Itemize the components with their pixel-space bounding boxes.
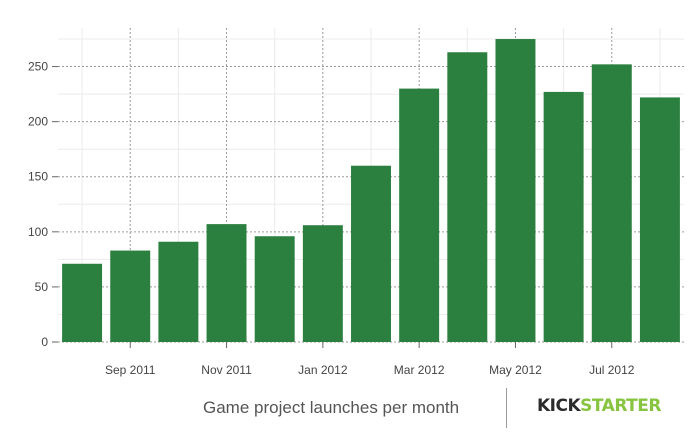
bar — [399, 88, 440, 342]
bar — [302, 225, 343, 342]
x-tick-label: Jul 2012 — [589, 363, 635, 377]
bar — [351, 165, 391, 342]
x-tick-label: Mar 2012 — [394, 363, 445, 377]
x-tick-label: Jan 2012 — [298, 363, 348, 377]
bar — [62, 263, 103, 342]
y-tick-label: 200 — [28, 115, 48, 129]
bars — [62, 39, 680, 343]
y-tick-label: 250 — [28, 60, 48, 74]
kickstarter-logo: KICKSTARTER — [537, 396, 661, 416]
logo-part-starter: STARTER — [580, 396, 661, 416]
bar — [447, 52, 488, 343]
footer-divider — [506, 388, 507, 428]
y-tick-label: 0 — [41, 335, 48, 349]
y-tick-label: 100 — [28, 225, 48, 239]
bar — [110, 250, 151, 342]
y-axis: 0 50 100 150 200 250 — [28, 60, 58, 349]
y-tick-label: 50 — [35, 280, 49, 294]
chart-footer: Game project launches per month KICKSTAR… — [0, 384, 700, 436]
bar — [158, 241, 199, 342]
bar — [495, 39, 536, 342]
logo-part-kick: KICK — [537, 396, 581, 416]
bar — [543, 91, 584, 342]
x-tick-label: Sep 2011 — [105, 363, 156, 377]
chart-caption: Game project launches per month — [203, 398, 460, 417]
bar-chart: 0 50 100 150 200 250 Sep 2011 Nov 2011 Jan 2012… — [28, 28, 684, 377]
x-tick-label: Nov 2011 — [201, 363, 252, 377]
bar — [254, 236, 295, 342]
x-axis: Sep 2011 Nov 2011 Jan 2012 Mar 2012 May 2012… — [105, 342, 635, 377]
bar — [591, 64, 632, 342]
x-tick-label: May 2012 — [489, 363, 542, 377]
bar — [639, 97, 680, 343]
bar — [206, 224, 247, 342]
y-tick-label: 150 — [28, 170, 48, 184]
